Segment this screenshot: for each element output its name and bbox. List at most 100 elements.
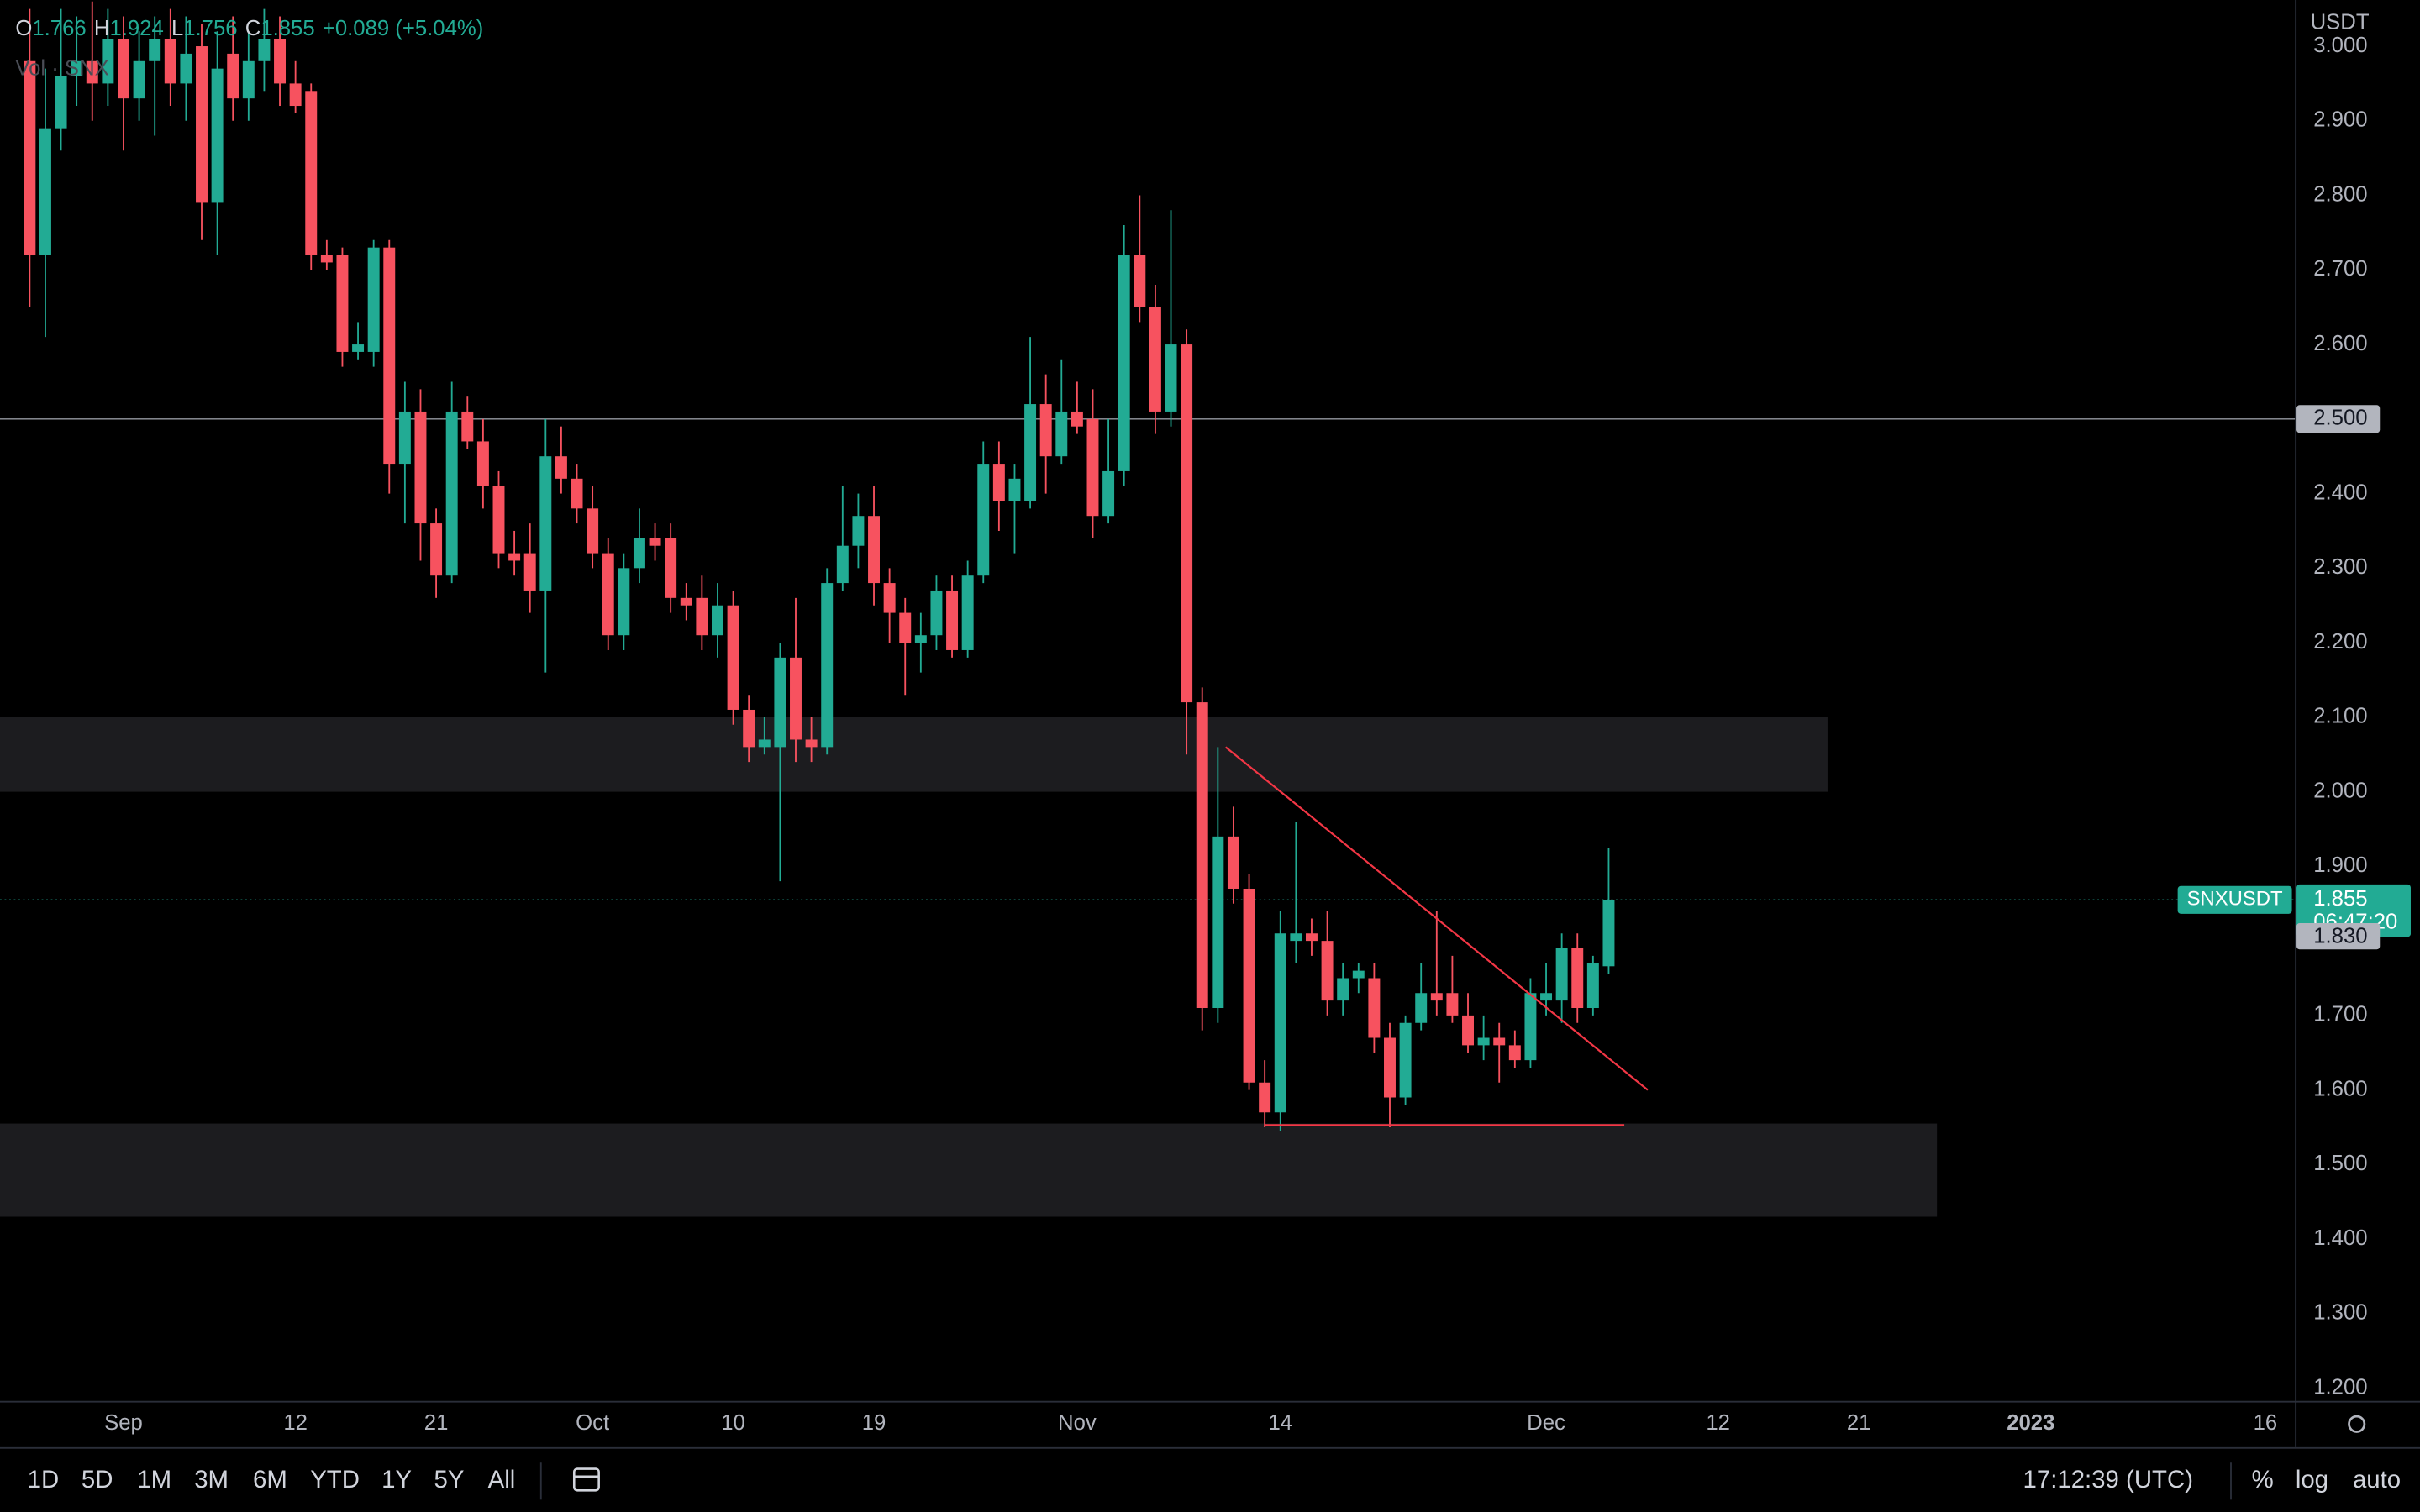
x-tick-label: 16	[2254, 1411, 2278, 1435]
legend-change: +0.089 (+5.04%)	[323, 17, 483, 40]
ohlc-legend: O1.766 H1.924 L1.756 C1.855 +0.089 (+5.04%)	[15, 17, 483, 40]
range-button[interactable]: All	[488, 1466, 516, 1494]
candle-body	[555, 456, 567, 479]
plot-area	[0, 1, 2296, 1217]
x-tick-label: 10	[721, 1411, 745, 1435]
candle-body	[1039, 404, 1052, 457]
candle-body	[1024, 404, 1037, 501]
scale-option[interactable]: %	[2252, 1466, 2274, 1494]
y-tick-label: 3.000	[2313, 34, 2367, 57]
range-button[interactable]: 1Y	[381, 1466, 412, 1494]
candle-body	[946, 590, 959, 650]
candle-body	[680, 597, 692, 606]
candle-body	[1181, 344, 1193, 703]
y-tick-label: 2.300	[2313, 555, 2367, 579]
y-tick-label: 2.700	[2313, 257, 2367, 281]
overlay: 3.000 2.900 2.800 2.700 2.600 2.500 2.400 2.300…	[15, 10, 2411, 1494]
candle-body	[445, 411, 458, 576]
settings-icon[interactable]	[2348, 1415, 2366, 1433]
range-button[interactable]: 3M	[194, 1466, 229, 1494]
price-marker-label: 1.830	[2313, 924, 2367, 948]
candle-body	[367, 247, 380, 352]
range-button[interactable]: 6M	[253, 1466, 287, 1494]
candle-body	[1086, 418, 1099, 517]
scale-option[interactable]: log	[2296, 1466, 2328, 1494]
calendar-icon-frame[interactable]	[572, 1467, 600, 1492]
candle-body	[618, 568, 630, 636]
candle-body	[571, 478, 583, 509]
candle-body	[1399, 1022, 1412, 1098]
zone	[0, 717, 1828, 792]
candle-body	[1446, 993, 1459, 1016]
candle-body	[649, 538, 661, 546]
x-tick-label: 12	[283, 1411, 308, 1435]
range-button[interactable]: 1D	[28, 1466, 60, 1494]
candle-body	[180, 53, 192, 84]
candle-body	[1290, 933, 1302, 942]
price-marker-bg	[2296, 923, 2381, 950]
candle-body	[883, 583, 896, 613]
candle-body	[1415, 993, 1428, 1023]
candle-body	[71, 60, 83, 76]
legend-value: 1.766	[32, 17, 86, 40]
candle-body	[665, 538, 677, 598]
candle-body	[758, 739, 771, 748]
y-tick-label: 2.000	[2313, 779, 2367, 802]
candle-body	[805, 739, 818, 748]
range-button[interactable]: 5Y	[434, 1466, 465, 1494]
candle-body	[992, 464, 1005, 501]
candle-body	[289, 83, 302, 107]
range-button[interactable]: 1M	[137, 1466, 171, 1494]
candle-body	[523, 553, 536, 591]
range-button[interactable]: YTD	[310, 1466, 360, 1494]
candle-body	[1071, 411, 1083, 427]
candle-body	[227, 53, 239, 99]
candle-body	[1274, 933, 1286, 1113]
candle-body	[633, 538, 645, 569]
x-tick-label: Sep	[104, 1411, 143, 1435]
candle-body	[320, 255, 333, 263]
legend-value: 1.855	[260, 17, 314, 40]
y-tick-label: 1.200	[2313, 1375, 2367, 1399]
candle-body	[1602, 900, 1615, 967]
candle-body	[1321, 941, 1334, 1001]
y-tick-label: 1.900	[2313, 853, 2367, 877]
y-tick-label: 2.400	[2313, 480, 2367, 504]
y-tick-label: 2.600	[2313, 332, 2367, 355]
candle-body	[1305, 933, 1318, 942]
candle-body	[914, 635, 927, 643]
candle-body	[1586, 963, 1599, 1009]
x-tick-label: Nov	[1058, 1411, 1097, 1435]
x-tick-label: 19	[862, 1411, 886, 1435]
last-price-label: 1.855	[2313, 887, 2367, 911]
x-tick-label: 14	[1268, 1411, 1292, 1435]
candle-body	[852, 516, 865, 546]
candle-body	[821, 583, 834, 748]
candle-body	[1368, 978, 1381, 1038]
candle-body	[774, 657, 786, 748]
symbol-label: SNXUSDT	[2187, 888, 2283, 911]
volume-legend: Vol · SNX	[15, 56, 108, 80]
trendline	[1224, 746, 1649, 1091]
range-button[interactable]: 5D	[82, 1466, 113, 1494]
candle-body	[508, 553, 521, 561]
candle-body	[1165, 344, 1177, 412]
y-tick-label: 2.900	[2313, 108, 2367, 132]
currency-label[interactable]: USDT	[2311, 10, 2370, 34]
legend-key: L	[171, 17, 183, 40]
candle-body	[1212, 836, 1224, 1009]
candle-body	[1102, 470, 1115, 517]
y-tick-label: 1.600	[2313, 1077, 2367, 1100]
clock: 17:12:39 (UTC)	[2023, 1466, 2193, 1494]
candle-body	[1430, 993, 1443, 1001]
candle-body	[696, 597, 708, 636]
legend-value: 1.924	[109, 17, 163, 40]
calendar-icon[interactable]	[572, 1467, 600, 1492]
candle-body	[196, 46, 208, 203]
scale-option[interactable]: auto	[2353, 1466, 2401, 1494]
candle-body	[1227, 836, 1239, 889]
candle-body	[39, 128, 51, 255]
candle-body	[1118, 255, 1130, 471]
candle-body	[1477, 1037, 1490, 1046]
candle-body	[1462, 1015, 1474, 1046]
